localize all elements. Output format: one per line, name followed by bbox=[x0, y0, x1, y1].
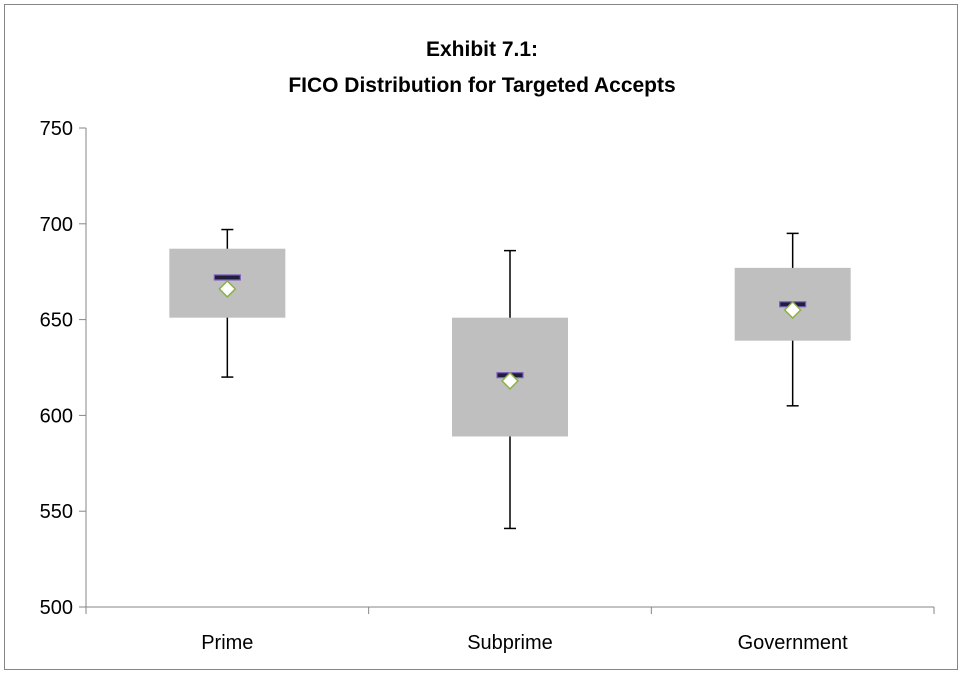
y-tick-label: 700 bbox=[40, 214, 73, 236]
x-tick-label: Government bbox=[738, 632, 848, 654]
y-tick-label: 600 bbox=[40, 405, 73, 427]
mean-marker bbox=[500, 371, 520, 390]
x-tick-label: Prime bbox=[201, 632, 253, 654]
box-prime bbox=[169, 228, 286, 378]
boxes bbox=[169, 228, 851, 530]
mean-marker bbox=[783, 300, 802, 320]
x-tick-label: Subprime bbox=[467, 632, 553, 654]
y-tick-label: 750 bbox=[40, 118, 73, 140]
box-government bbox=[734, 232, 851, 407]
y-tick-label: 650 bbox=[40, 310, 73, 332]
box-subprime bbox=[452, 249, 568, 530]
axes: 500 550 600 650 700 750 Prime Subprime Governmen… bbox=[40, 118, 935, 654]
median-marker bbox=[213, 274, 241, 281]
y-tick-label: 500 bbox=[40, 597, 73, 619]
y-tick-label: 550 bbox=[40, 501, 73, 523]
chart-title-line-2: FICO Distribution for Targeted Accepts bbox=[288, 74, 675, 97]
chart-title-line-1: Exhibit 7.1: bbox=[426, 38, 538, 61]
mean-marker bbox=[218, 279, 237, 299]
